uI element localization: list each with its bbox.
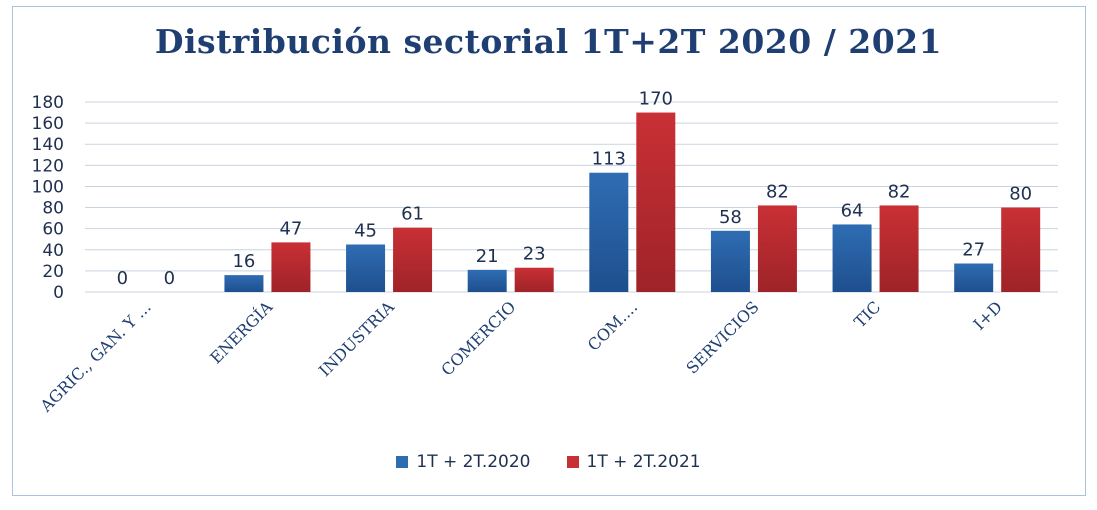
x-tick-label: TIC [850, 297, 884, 331]
bar [954, 263, 994, 292]
legend-item-2020: 1T + 2T.2020 [396, 452, 531, 472]
x-tick-label: INDUSTRIA [315, 297, 398, 380]
bar [757, 205, 797, 292]
data-label: 61 [401, 204, 424, 225]
bar [832, 224, 872, 292]
y-tick-label: 100 [32, 177, 64, 197]
y-tick-label: 0 [53, 283, 64, 303]
data-label: 82 [766, 181, 789, 202]
data-label: 64 [841, 200, 864, 221]
bar [710, 230, 750, 292]
bar [514, 267, 554, 292]
x-tick-label: COM.... [584, 297, 641, 354]
x-tick-label: ENERGÍA [206, 296, 277, 367]
legend: 1T + 2T.2020 1T + 2T.2021 [0, 452, 1097, 472]
data-label: 47 [279, 218, 302, 239]
y-tick-label: 20 [42, 262, 64, 282]
x-tick-label: SERVICIOS [682, 297, 762, 377]
y-tick-label: 60 [42, 220, 64, 240]
data-label: 80 [1009, 184, 1032, 205]
y-tick-label: 140 [32, 135, 64, 155]
bar [589, 172, 629, 292]
legend-swatch-2021 [566, 456, 579, 468]
data-label: 16 [232, 251, 255, 272]
bar [393, 227, 433, 292]
x-tick-label: COMERCIO [437, 297, 519, 379]
data-label: 113 [592, 149, 626, 170]
bar [467, 269, 507, 292]
data-label: 0 [164, 268, 175, 289]
y-tick-label: 80 [42, 199, 64, 219]
data-label: 23 [523, 244, 546, 265]
legend-swatch-2020 [396, 456, 409, 468]
bar [346, 244, 386, 292]
y-tick-label: 160 [32, 114, 64, 134]
data-label: 21 [476, 246, 499, 267]
chart-title: Distribución sectorial 1T+2T 2020 / 2021 [154, 22, 943, 61]
bar [224, 275, 264, 292]
data-label: 0 [117, 268, 128, 289]
x-tick-label: AGRIC., GAN. Y ... [36, 297, 155, 416]
data-label: 27 [962, 240, 985, 261]
legend-item-2021: 1T + 2T.2021 [566, 452, 701, 472]
legend-label-2021: 1T + 2T.2021 [586, 452, 701, 472]
legend-label-2020: 1T + 2T.2020 [416, 452, 531, 472]
bar [636, 112, 676, 292]
bar [879, 205, 919, 292]
data-label: 82 [888, 181, 911, 202]
y-tick-label: 120 [32, 156, 64, 176]
bar [271, 242, 311, 292]
bar [1001, 207, 1041, 292]
data-label: 170 [639, 89, 673, 110]
x-tick-label: I+D [970, 297, 1006, 333]
y-tick-label: 40 [42, 241, 64, 261]
data-label: 45 [354, 221, 377, 242]
y-tick-label: 180 [32, 93, 64, 113]
data-label: 58 [719, 207, 742, 228]
